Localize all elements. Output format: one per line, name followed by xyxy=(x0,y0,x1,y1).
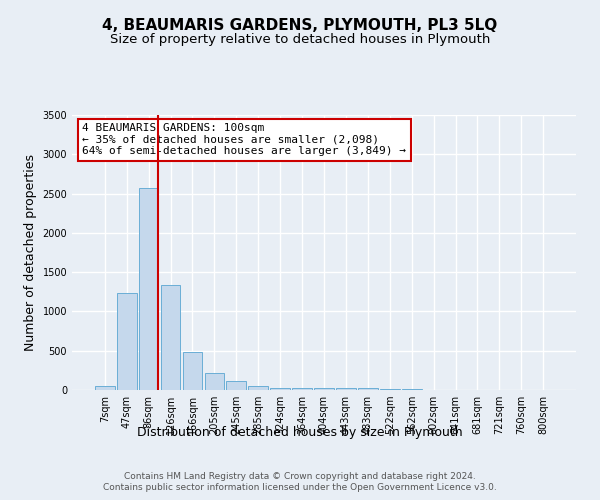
Bar xyxy=(117,294,137,390)
Bar xyxy=(226,382,246,390)
Bar xyxy=(139,188,158,390)
Text: Contains HM Land Registry data © Crown copyright and database right 2024.: Contains HM Land Registry data © Crown c… xyxy=(124,472,476,481)
Bar xyxy=(358,388,378,390)
Bar xyxy=(270,388,290,390)
Text: 4, BEAUMARIS GARDENS, PLYMOUTH, PL3 5LQ: 4, BEAUMARIS GARDENS, PLYMOUTH, PL3 5LQ xyxy=(103,18,497,32)
Bar xyxy=(380,389,400,390)
Bar xyxy=(95,386,115,390)
Bar xyxy=(314,388,334,390)
Y-axis label: Number of detached properties: Number of detached properties xyxy=(24,154,37,351)
Bar xyxy=(248,386,268,390)
Text: Size of property relative to detached houses in Plymouth: Size of property relative to detached ho… xyxy=(110,32,490,46)
Text: Distribution of detached houses by size in Plymouth: Distribution of detached houses by size … xyxy=(137,426,463,439)
Bar xyxy=(292,388,312,390)
Text: Contains public sector information licensed under the Open Government Licence v3: Contains public sector information licen… xyxy=(103,484,497,492)
Bar xyxy=(205,373,224,390)
Text: 4 BEAUMARIS GARDENS: 100sqm
← 35% of detached houses are smaller (2,098)
64% of : 4 BEAUMARIS GARDENS: 100sqm ← 35% of det… xyxy=(82,123,406,156)
Bar xyxy=(336,388,356,390)
Bar xyxy=(161,284,181,390)
Bar xyxy=(182,352,202,390)
